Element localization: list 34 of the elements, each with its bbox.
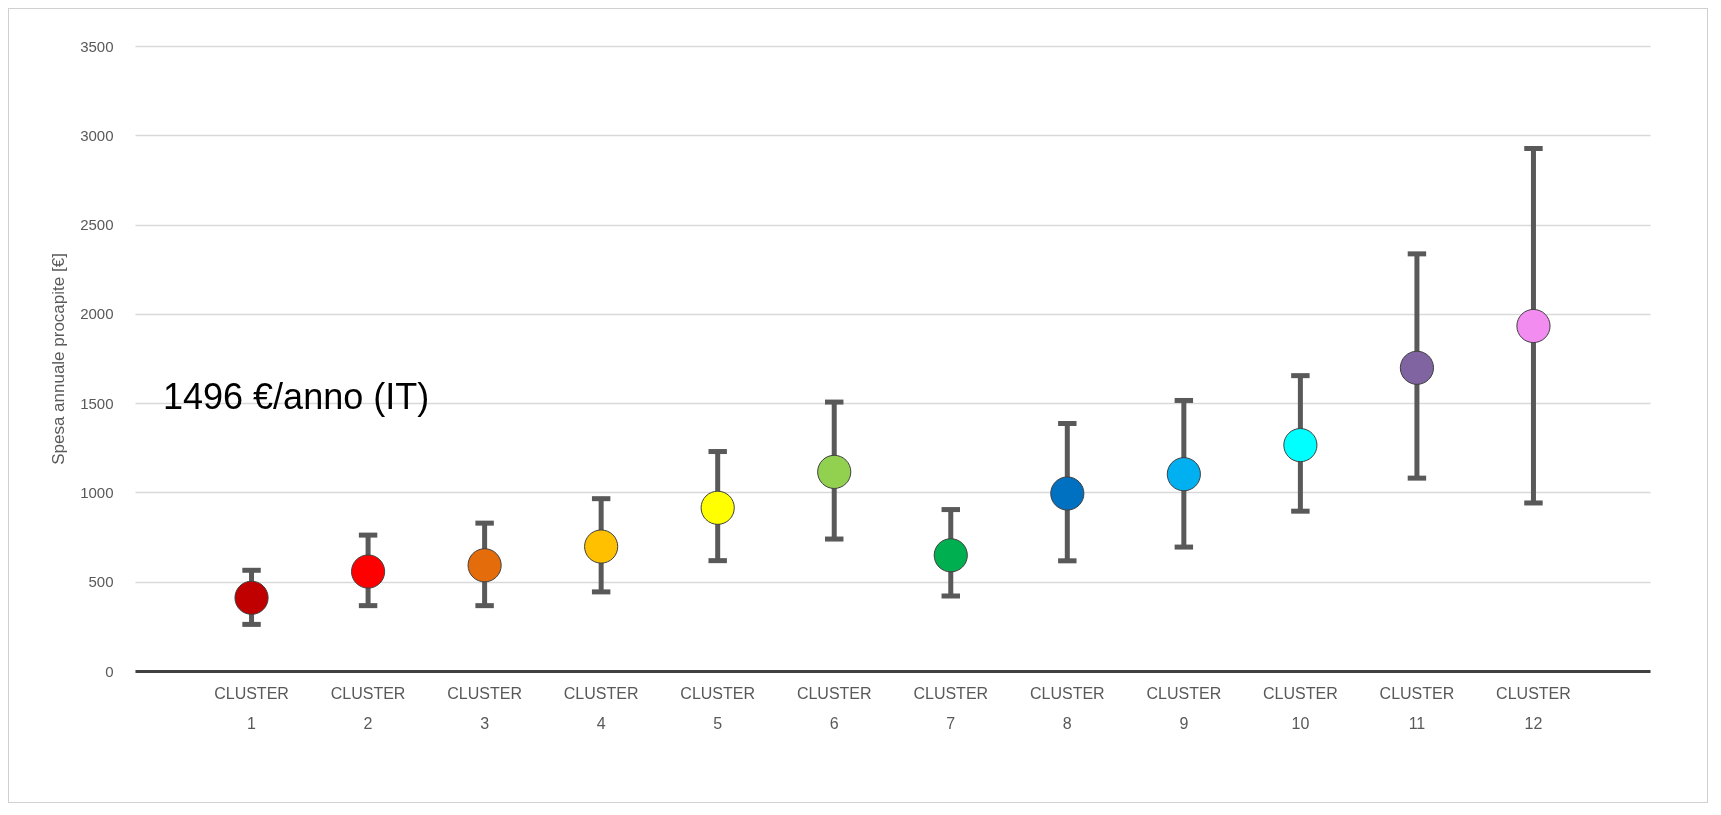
- x-tick-label: CLUSTER 8: [1029, 684, 1105, 732]
- y-tick-label: 1000: [80, 483, 114, 501]
- x-tick-label: CLUSTER 9: [1146, 684, 1222, 732]
- point: [1399, 350, 1435, 385]
- point: [584, 529, 619, 564]
- x-tick-label: CLUSTER 1: [214, 684, 289, 732]
- y-tick-label: 0: [105, 662, 114, 680]
- y-axis-title: Spesa annuale procapite [€]: [49, 253, 69, 465]
- point: [933, 538, 968, 573]
- annotation: 1496 €/anno (IT): [163, 376, 430, 417]
- y-tick-label: 1500: [80, 394, 114, 412]
- y-tick-label: 2500: [80, 216, 114, 234]
- y-tick-label: 2000: [80, 305, 114, 323]
- x-tick-label: CLUSTER 5: [680, 684, 756, 732]
- point: [350, 554, 386, 589]
- x-tick-label: CLUSTER 11: [1379, 684, 1455, 732]
- x-tick-label: CLUSTER 12: [1496, 684, 1571, 732]
- x-tick-label: CLUSTER 2: [330, 684, 406, 732]
- point: [467, 548, 502, 583]
- x-tick-label: CLUSTER 10: [1263, 684, 1338, 732]
- y-tick-label: 3500: [80, 37, 114, 55]
- point: [1283, 428, 1318, 463]
- point: [1050, 476, 1085, 511]
- point: [234, 580, 269, 615]
- point: [1166, 457, 1201, 492]
- x-tick-label: CLUSTER 6: [796, 684, 872, 732]
- y-tick-label: 3000: [80, 126, 114, 144]
- point: [700, 490, 735, 525]
- x-tick-label: CLUSTER 7: [913, 684, 989, 732]
- point: [817, 454, 852, 489]
- point: [1516, 308, 1551, 344]
- y-tick-label: 500: [88, 573, 114, 591]
- x-tick-label: CLUSTER 3: [447, 684, 522, 732]
- x-tick-label: CLUSTER 4: [563, 684, 639, 732]
